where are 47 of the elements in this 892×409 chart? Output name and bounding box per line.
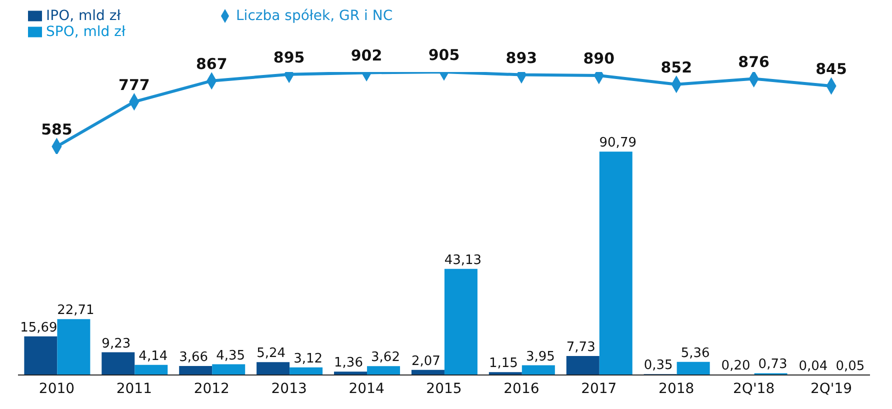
data-label: 43,13 [444,252,482,268]
data-label: 0,05 [836,358,865,374]
data-label: 2,07 [411,354,440,369]
data-label: 902 [350,46,382,65]
data-label: 5,36 [680,346,710,361]
data-label: 0,73 [758,357,788,372]
data-label: 895 [273,48,305,66]
data-label: 3,12 [294,351,323,366]
data-label: 90,79 [599,136,636,151]
data-label: 777 [118,76,150,94]
x-tick-label: 2012 [194,380,230,397]
x-tick-label: 2016 [504,380,540,397]
x-tick-label: 2017 [581,380,617,397]
data-label: 7,73 [566,340,596,355]
x-tick-label: 2010 [38,380,75,397]
x-tick-label: 2015 [426,380,462,397]
x-tick-label: 2Q'19 [810,380,852,397]
x-tick-label: 2011 [116,380,152,397]
data-label: 876 [738,52,770,71]
data-label: 15,69 [20,320,58,336]
data-label: 22,71 [57,303,94,318]
data-label: 9,23 [102,336,131,352]
data-label: 893 [506,48,538,67]
x-tick-label: 2Q'18 [733,380,775,397]
x-tick-label: 2013 [271,380,307,397]
data-label: 3,62 [371,350,400,366]
data-label: 905 [428,46,460,64]
legend-label: IPO, mld zł [46,8,121,24]
data-label: 1,36 [334,356,363,371]
data-label: 867 [196,54,228,73]
data-label: 0,04 [798,358,828,374]
x-tick-label: 2014 [348,380,384,397]
data-label: 0,35 [644,358,673,374]
data-label: 5,24 [256,346,286,362]
data-label: 3,95 [526,349,555,364]
data-label: 890 [583,49,615,68]
data-label: 3,66 [179,350,208,365]
x-tick-label: 2018 [658,380,694,397]
data-label: 0,20 [721,358,750,374]
data-label: 4,14 [138,348,168,364]
data-label: 845 [816,60,847,78]
data-label: 4,35 [216,348,246,364]
data-label: 585 [41,120,72,139]
data-label: 852 [660,58,692,76]
data-label: 1,15 [488,356,518,372]
legend-label: Liczba spółek, GR i NC [236,8,393,24]
legend-label: SPO, mld zł [46,24,126,40]
